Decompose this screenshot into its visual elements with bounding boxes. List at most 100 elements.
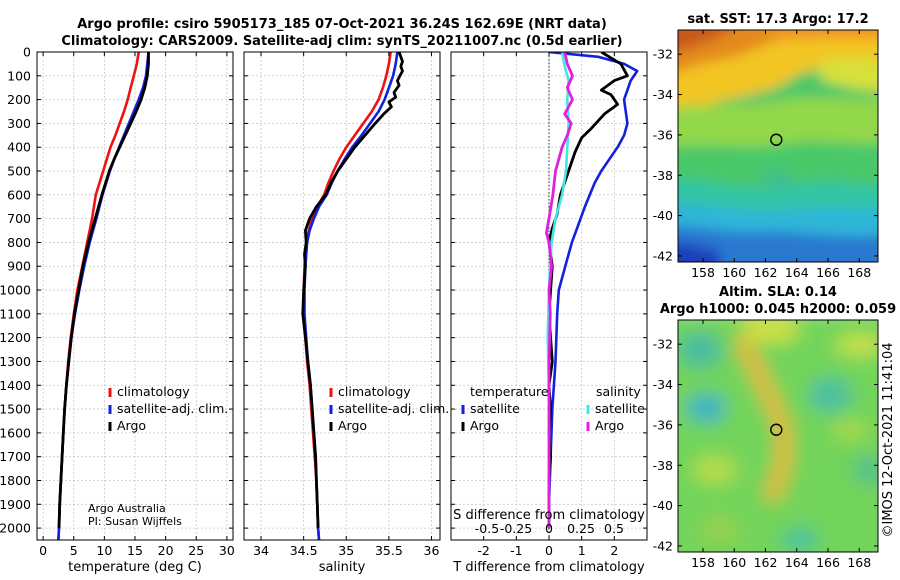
legend-label: Argo [338, 418, 367, 433]
credit-line2: PI: Susan Wijffels [88, 515, 182, 528]
series-line-argo [301, 52, 404, 529]
temperature-xlabel: temperature (deg C) [68, 560, 202, 575]
ytick-label: 300 [7, 116, 31, 131]
xtick-label: 30 [219, 543, 235, 558]
difference-top-xlabel: S difference from climatology [453, 508, 645, 523]
map-ytick-label: -40 [653, 498, 673, 513]
map-xtick-label: 162 [754, 265, 778, 280]
legend-label: satellite-adj. clim. [117, 401, 228, 416]
xtick-label: 25 [188, 543, 204, 558]
ytick-label: 800 [7, 235, 31, 250]
sla-map-title-line1: Altim. SLA: 0.14 [719, 285, 837, 300]
ytick-label: 1700 [0, 449, 31, 464]
ytick-label: 2000 [0, 521, 31, 536]
map-ytick-label: -38 [653, 168, 673, 183]
ytick-label: 600 [7, 187, 31, 202]
map-ytick-label: -40 [653, 208, 673, 223]
map-ytick-label: -32 [653, 337, 673, 352]
top-xtick-label: 0.5 [604, 521, 624, 536]
map-ytick-label: -32 [653, 47, 673, 62]
map-xtick-label: 162 [754, 555, 778, 570]
figure-title-line2: Climatology: CARS2009. Satellite-adj cli… [61, 34, 622, 49]
series-line-s-argo [545, 52, 574, 529]
xtick-label: 35.5 [375, 543, 403, 558]
series-line-argo [57, 52, 150, 529]
map-xtick-label: 160 [722, 265, 746, 280]
xtick-label: 0 [39, 543, 47, 558]
map-xtick-label: 164 [785, 265, 809, 280]
ytick-label: 1600 [0, 425, 31, 440]
top-xtick-label: 0.25 [567, 521, 595, 536]
xtick-label: 15 [127, 543, 143, 558]
sst-map: sat. SST: 17.3 Argo: 17.2 158 160 162 164 16… [653, 12, 879, 280]
xtick-label: -1 [510, 543, 522, 558]
map-xtick-label: 160 [722, 555, 746, 570]
map-ytick-label: -34 [653, 377, 673, 392]
legend-label: Argo [595, 418, 624, 433]
ytick-label: 1200 [0, 330, 31, 345]
sla-map: Altim. SLA: 0.14 Argo h1000: 0.045 h2000… [653, 285, 897, 570]
ytick-label: 1900 [0, 497, 31, 512]
temperature-panel: 0 5 10 15 20 25 30 0 100 200 300 400 500 600 700 800 90… [0, 45, 235, 576]
map-ytick-label: -34 [653, 87, 673, 102]
xtick-label: 1 [578, 543, 586, 558]
legend-label: satellite-adj. clim. [338, 401, 449, 416]
map-xtick-label: 158 [691, 555, 715, 570]
sst-map-title: sat. SST: 17.3 Argo: 17.2 [687, 12, 868, 27]
credit-line1: Argo Australia [88, 502, 166, 515]
legend-label: satellite [595, 401, 645, 416]
legend-label: climatology [338, 384, 411, 399]
ytick-label: 1000 [0, 283, 31, 298]
map-ytick-label: -42 [653, 248, 673, 263]
xtick-label: 20 [158, 543, 174, 558]
map-xtick-label: 164 [785, 555, 809, 570]
ytick-label: 1500 [0, 402, 31, 417]
difference-panel: -2 -1 0 1 2 T difference from climatology S … [450, 51, 648, 575]
sla-argo-position-marker [770, 423, 783, 436]
ytick-label: 1300 [0, 354, 31, 369]
xtick-label: 34 [253, 543, 269, 558]
xtick-label: 36 [424, 543, 440, 558]
xtick-label: 35 [338, 543, 354, 558]
ytick-label: 500 [7, 164, 31, 179]
legend-title-temperature: temperature [470, 384, 549, 399]
legend-label: Argo [470, 418, 499, 433]
map-xtick-label: 158 [691, 265, 715, 280]
ytick-label: 700 [7, 211, 31, 226]
ytick-label: 400 [7, 140, 31, 155]
ytick-label: 1100 [0, 306, 31, 321]
map-xtick-label: 166 [816, 265, 840, 280]
xtick-label: 10 [96, 543, 112, 558]
legend-label: climatology [117, 384, 190, 399]
copyright-label: ©IMOS 12-Oct-2021 11:41:04 [881, 342, 896, 537]
top-xtick-label: 0 [545, 521, 553, 536]
legend-title-salinity: salinity [596, 384, 641, 399]
salinity-xlabel: salinity [319, 560, 366, 575]
legend-label: Argo [117, 418, 146, 433]
sst-argo-position-marker [770, 133, 783, 146]
ytick-label: 900 [7, 259, 31, 274]
ytick-label: 1800 [0, 473, 31, 488]
map-xtick-label: 168 [847, 555, 871, 570]
legend-label: satellite [470, 401, 520, 416]
map-ytick-label: -36 [653, 127, 673, 142]
map-xtick-label: 168 [847, 265, 871, 280]
map-ytick-label: -36 [653, 417, 673, 432]
top-xtick-label: -0.5 [475, 521, 499, 536]
map-ytick-label: -38 [653, 458, 673, 473]
series-line-climatology [57, 52, 140, 540]
ytick-label: 100 [7, 68, 31, 83]
difference-xlabel: T difference from climatology [452, 560, 645, 575]
xtick-label: 2 [610, 543, 618, 558]
sla-map-title-line2: Argo h1000: 0.045 h2000: 0.059 [660, 302, 896, 317]
series-line-t-satellite [547, 52, 639, 529]
xtick-label: 0 [545, 543, 553, 558]
xtick-label: 34.5 [290, 543, 318, 558]
series-line-satellite-adj-clim- [303, 52, 399, 540]
map-ytick-label: -42 [653, 538, 673, 553]
ytick-label: 1400 [0, 378, 31, 393]
xtick-label: -2 [477, 543, 489, 558]
figure-title-line1: Argo profile: csiro 5905173_185 07-Oct-2… [77, 17, 607, 32]
ytick-label: 0 [23, 45, 31, 60]
